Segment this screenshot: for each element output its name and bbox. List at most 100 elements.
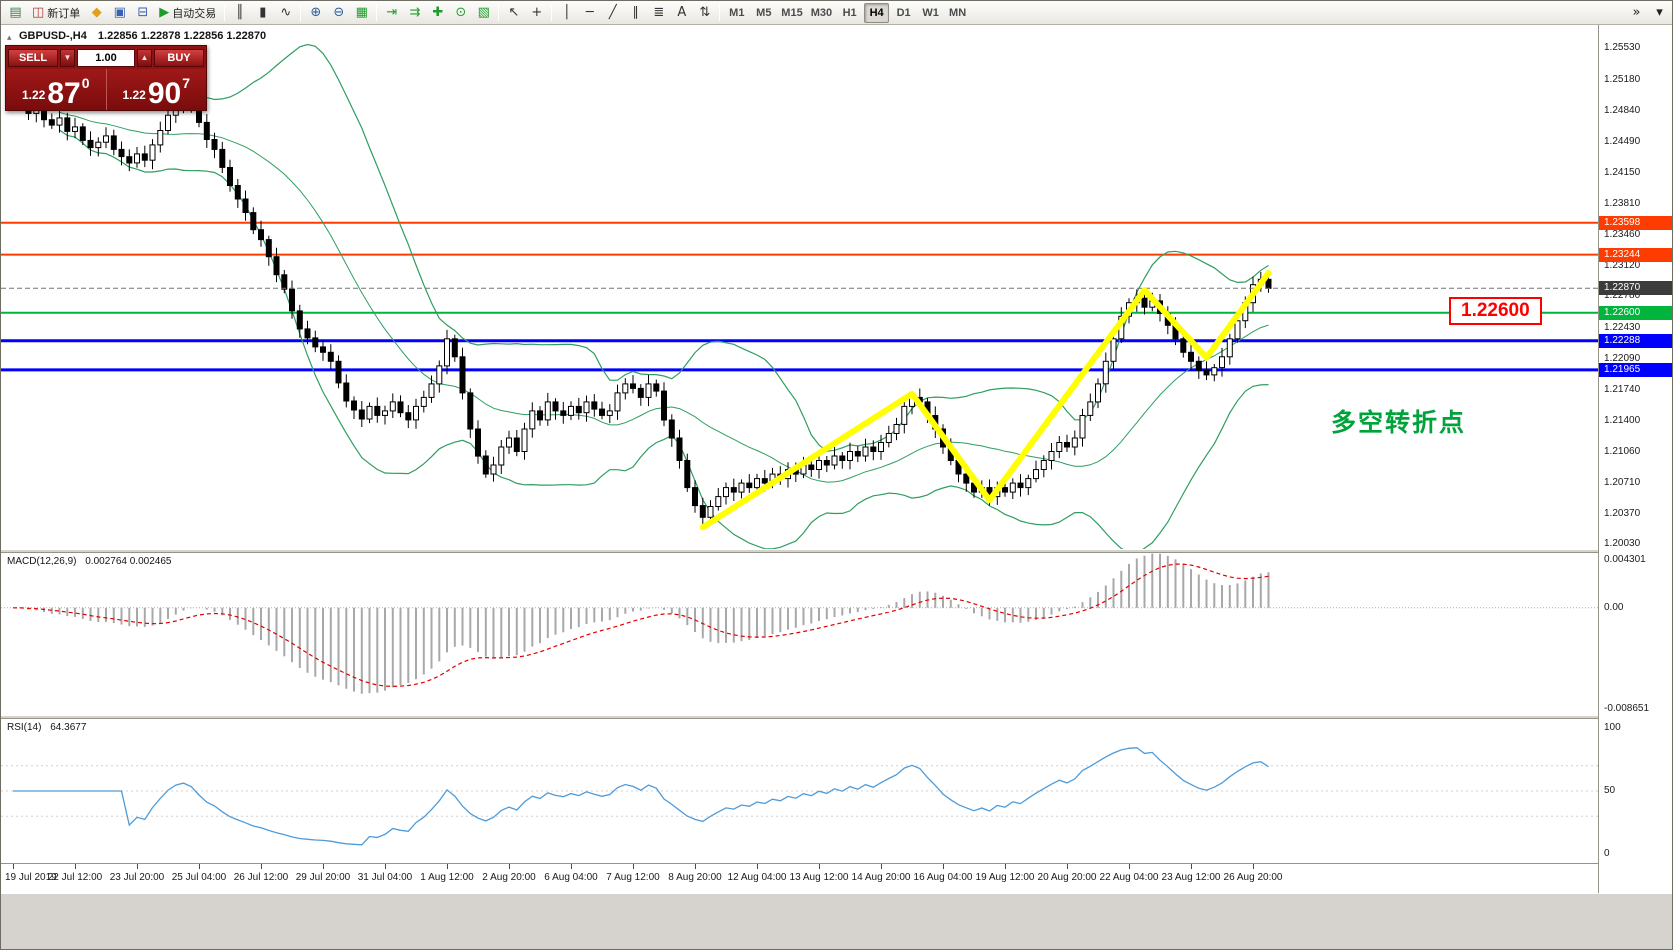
templates-icon: ▧: [477, 5, 490, 20]
time-axis-label: 12 Aug 04:00: [727, 872, 787, 883]
time-axis-tick: [385, 864, 386, 869]
time-axis-label: 16 Aug 04:00: [913, 872, 973, 883]
rsi-canvas[interactable]: [1, 719, 1598, 863]
time-axis-tick: [695, 864, 696, 869]
grid-toggle-button[interactable]: ▦: [351, 3, 372, 23]
time-scale[interactable]: 19 Jul 2019 22 Jul 12:00 23 Jul 20:00 25 Ju…: [1, 863, 1672, 893]
timeframe-h1-button[interactable]: H1: [837, 3, 862, 23]
sell-price-sup: 0: [81, 75, 90, 91]
history-center-button[interactable]: ⊟: [132, 3, 153, 23]
timeframe-w1-button[interactable]: W1: [918, 3, 943, 23]
horizontal-line-icon: ─: [585, 5, 594, 20]
candlestick-chart-button[interactable]: ▮: [252, 3, 273, 23]
volume-input[interactable]: [77, 48, 135, 67]
timeframe-mn-button[interactable]: MN: [945, 3, 970, 23]
buy-price-main: 1.22: [122, 88, 146, 102]
time-axis-tick: [881, 864, 882, 869]
timeframe-m15-button[interactable]: M15: [778, 3, 805, 23]
fibonacci-icon: ≣: [653, 5, 665, 20]
volume-decrease-button[interactable]: ▼: [60, 48, 75, 67]
price-axis-label: 1.20030: [1604, 538, 1641, 550]
arrows-icon: ⇅: [699, 5, 711, 20]
pane-separator[interactable]: [1, 715, 1672, 719]
timeframe-m30-button[interactable]: M30: [808, 3, 835, 23]
chevron-down-icon: ▼: [63, 52, 72, 62]
sell-button[interactable]: SELL: [8, 48, 58, 67]
price-axis-label: 1.24840: [1604, 104, 1641, 116]
sell-price-display[interactable]: 1.22 87 0: [6, 69, 106, 110]
volume-increase-button[interactable]: ▲: [137, 48, 152, 67]
zoom-in-button[interactable]: ⊕: [305, 3, 326, 23]
bar-chart-button[interactable]: ║: [229, 3, 250, 23]
crosshair-button[interactable]: +: [526, 3, 547, 23]
periods-button[interactable]: ⊙: [450, 3, 471, 23]
trendline-button[interactable]: ╱: [602, 3, 623, 23]
buy-button[interactable]: BUY: [154, 48, 204, 67]
chart-shift-icon: ⇉: [409, 5, 421, 20]
line-chart-button[interactable]: ∿: [275, 3, 296, 23]
trendline-icon: ╱: [608, 5, 617, 20]
price-axis-label: 1.23460: [1604, 229, 1641, 241]
channel-button[interactable]: ∥: [625, 3, 646, 23]
time-axis-tick: [13, 864, 14, 869]
time-axis-tick: [261, 864, 262, 869]
autotrading-button[interactable]: ▶ 自动交易: [155, 3, 220, 23]
templates-button[interactable]: ▧: [473, 3, 494, 23]
toolbar-separator: [224, 4, 226, 21]
cursor-button[interactable]: ↖: [503, 3, 524, 23]
time-axis-label: 8 Aug 20:00: [668, 872, 722, 883]
indicators-button[interactable]: ✚: [427, 3, 448, 23]
price-scale[interactable]: 1.25530 1.25180 1.24840 1.24490 1.24150 1.238…: [1598, 25, 1672, 893]
time-axis-tick: [943, 864, 944, 869]
toolbar-separator: [498, 4, 500, 21]
data-window-icon: ▣: [113, 5, 126, 20]
price-chart-canvas[interactable]: [1, 25, 1598, 549]
time-axis-label: 26 Aug 20:00: [1223, 872, 1283, 883]
new-chart-button[interactable]: ▤: [5, 3, 26, 23]
data-window-button[interactable]: ▣: [109, 3, 130, 23]
pane-separator[interactable]: [1, 549, 1672, 553]
price-axis-label: 1.20370: [1604, 507, 1641, 519]
line-chart-icon: ∿: [280, 5, 292, 20]
time-axis-tick: [1005, 864, 1006, 869]
toolbar-customize-icon: ▾: [1656, 5, 1663, 20]
time-axis-tick: [1067, 864, 1068, 869]
turning-point-annotation[interactable]: 多空转折点: [1331, 409, 1467, 437]
toolbar-separator: [551, 4, 553, 21]
time-axis-tick: [633, 864, 634, 869]
history-center-icon: ⊟: [137, 5, 149, 20]
fibonacci-button[interactable]: ≣: [648, 3, 669, 23]
timeframe-d1-button[interactable]: D1: [891, 3, 916, 23]
time-axis-label: 1 Aug 12:00: [420, 872, 474, 883]
text-button[interactable]: A: [671, 3, 692, 23]
cursor-icon: ↖: [508, 5, 520, 20]
price-axis-label: 1.21400: [1604, 414, 1641, 426]
crosshair-icon: +: [531, 5, 543, 20]
horizontal-line-button[interactable]: ─: [579, 3, 600, 23]
price-axis-label: 1.24150: [1604, 166, 1641, 178]
macd-canvas[interactable]: [1, 553, 1598, 715]
timeframe-m1-button[interactable]: M1: [724, 3, 749, 23]
one-click-panel-toggle-icon[interactable]: ▴: [7, 32, 12, 42]
toolbar-overflow-button[interactable]: »: [1626, 3, 1647, 23]
arrows-button[interactable]: ⇅: [694, 3, 715, 23]
vertical-line-button[interactable]: │: [556, 3, 577, 23]
buy-price-sup: 7: [182, 75, 191, 91]
price-axis-label: 1.21740: [1604, 384, 1641, 396]
timeframe-m5-button[interactable]: M5: [751, 3, 776, 23]
metaeditor-button[interactable]: ◆: [86, 3, 107, 23]
auto-scroll-button[interactable]: ⇥: [381, 3, 402, 23]
timeframe-h4-button[interactable]: H4: [864, 2, 890, 23]
chart-shift-button[interactable]: ⇉: [404, 3, 425, 23]
buy-price-display[interactable]: 1.22 90 7: [105, 69, 207, 110]
zoom-out-button[interactable]: ⊖: [328, 3, 349, 23]
macd-values: 0.002764 0.002465: [85, 556, 172, 567]
time-axis-label: 22 Aug 04:00: [1099, 872, 1159, 883]
new-order-button[interactable]: ◫ 新订单: [28, 3, 84, 23]
price-level-tag[interactable]: 1.22600: [1449, 297, 1542, 325]
time-axis-label: 14 Aug 20:00: [851, 872, 911, 883]
price-axis-label: 1.25530: [1604, 42, 1641, 54]
toolbar-customize-button[interactable]: ▾: [1649, 3, 1670, 23]
time-axis-tick: [447, 864, 448, 869]
time-axis-tick: [75, 864, 76, 869]
